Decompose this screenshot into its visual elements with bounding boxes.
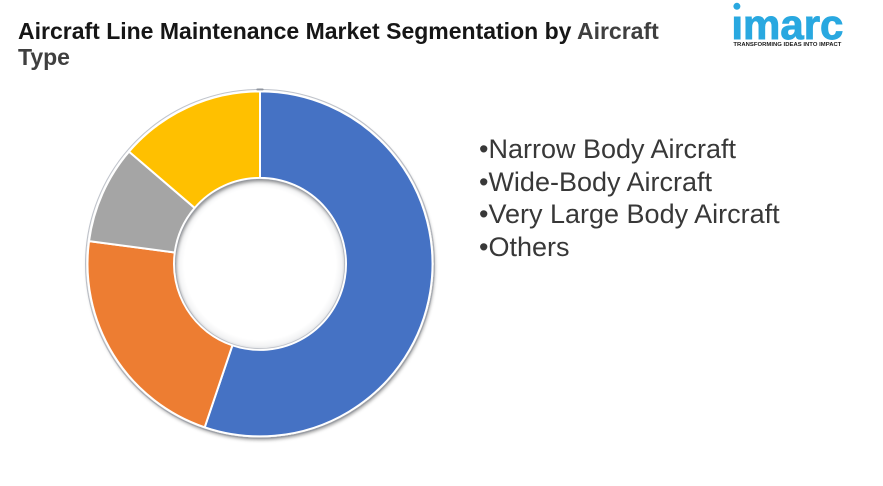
svg-text:TRANSFORMING IDEAS INTO IMPACT: TRANSFORMING IDEAS INTO IMPACT [733,42,841,48]
svg-text:ımarc: ımarc [731,1,843,48]
